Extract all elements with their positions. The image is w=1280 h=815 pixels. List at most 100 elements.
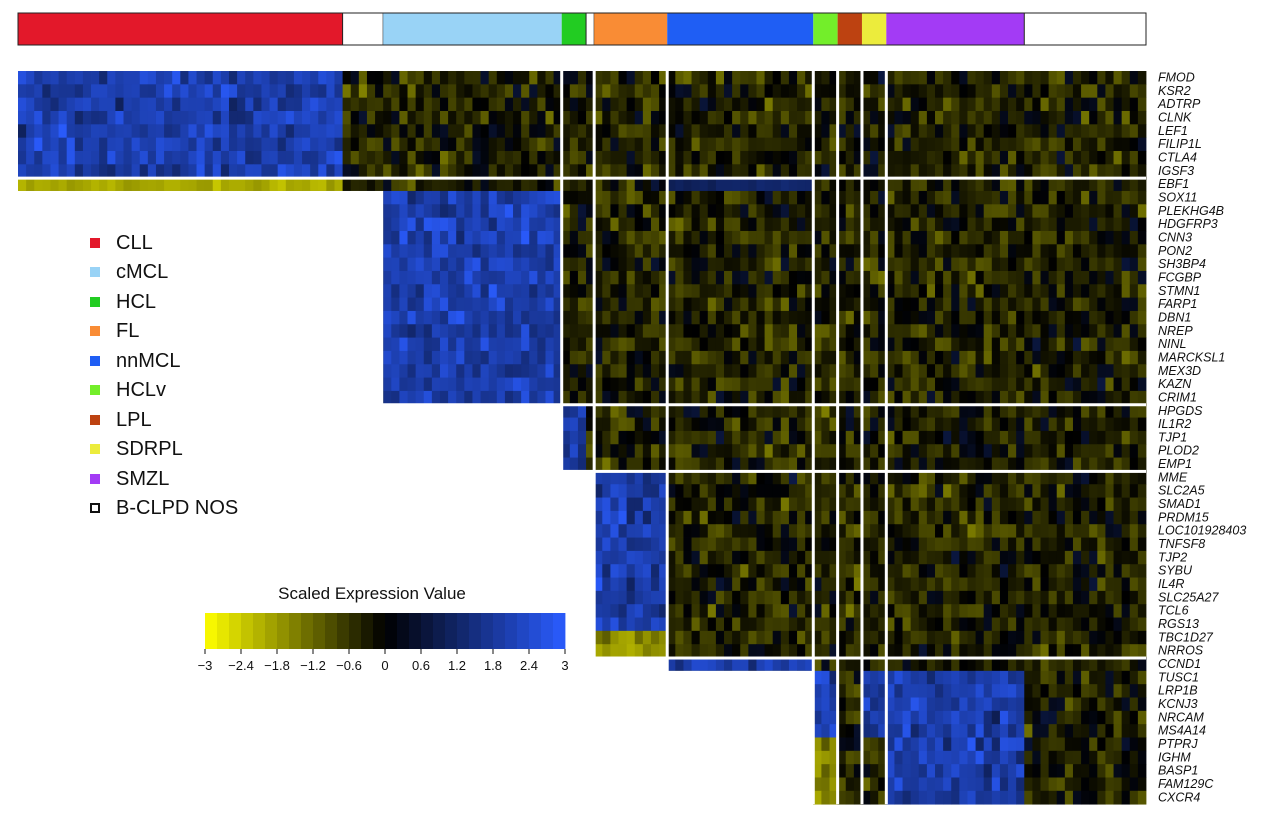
heatmap-cell <box>1081 417 1090 432</box>
heatmap-cell <box>561 244 571 259</box>
heatmap-cell <box>943 164 952 179</box>
heatmap-cell <box>926 164 936 179</box>
heatmap-cell <box>870 204 879 219</box>
heatmap-cell <box>967 84 976 99</box>
heatmap-cell <box>902 230 912 245</box>
heatmap-cell <box>797 71 806 85</box>
heatmap-cell <box>870 190 879 205</box>
heatmap-cell <box>594 110 603 125</box>
heatmap-cell <box>1016 217 1025 232</box>
heatmap-cell <box>172 150 181 165</box>
heatmap-cell <box>764 364 774 378</box>
heatmap-cell <box>577 124 587 139</box>
heatmap-cell <box>853 457 863 472</box>
heatmap-cell <box>496 310 506 325</box>
heatmap-cell <box>780 364 790 378</box>
heatmap-cell <box>853 284 863 299</box>
heatmap-cell <box>626 217 636 232</box>
heatmap-cell <box>164 137 173 152</box>
heatmap-cell <box>764 324 774 338</box>
heatmap-cell <box>1121 284 1131 299</box>
heatmap-cell <box>1056 177 1066 192</box>
heatmap-cell <box>999 404 1009 418</box>
heatmap-cell <box>1064 337 1074 352</box>
heatmap-cell <box>707 177 717 192</box>
heatmap-cell <box>642 430 652 445</box>
heatmap-cell <box>813 377 822 392</box>
heatmap-cell <box>496 137 506 152</box>
heatmap-cell <box>431 324 441 338</box>
heatmap-cell <box>326 137 335 152</box>
heatmap-cell <box>659 337 668 352</box>
heatmap-cell <box>845 244 855 259</box>
heatmap-cell <box>1072 110 1082 125</box>
heatmap-cell <box>253 124 262 139</box>
heatmap-cell <box>707 390 717 405</box>
heatmap-cell <box>1064 457 1074 472</box>
heatmap-cell <box>732 484 741 498</box>
heatmap-cell <box>886 390 895 405</box>
heatmap-cell <box>1137 510 1147 525</box>
heatmap-cell <box>594 177 603 192</box>
heatmap-cell <box>837 524 847 538</box>
heatmap-cell <box>220 124 230 139</box>
heatmap-cell <box>480 177 490 192</box>
heatmap-cell <box>1048 164 1058 179</box>
heatmap-cell <box>935 324 944 338</box>
heatmap-cell <box>870 390 879 405</box>
heatmap-cell <box>504 310 514 325</box>
heatmap-cell <box>139 177 149 192</box>
heatmap-cell <box>1072 297 1082 312</box>
heatmap-cell <box>204 137 214 152</box>
heatmap-cell <box>659 71 668 85</box>
heatmap-cell <box>878 164 887 179</box>
heatmap-cell <box>788 417 798 432</box>
heatmap-cell <box>788 164 798 179</box>
heatmap-cell <box>513 257 522 272</box>
heatmap-cell <box>894 110 903 125</box>
heatmap-cell <box>626 524 636 538</box>
heatmap-cell <box>910 404 920 418</box>
heatmap-cell <box>1129 350 1139 365</box>
heatmap-cell <box>780 124 790 139</box>
heatmap-cell <box>918 244 928 259</box>
heatmap-cell <box>537 297 546 312</box>
heatmap-cell <box>845 484 855 498</box>
heatmap-cell <box>959 430 968 445</box>
heatmap-cell <box>553 284 563 299</box>
heatmap-cell <box>756 430 765 445</box>
heatmap-cell <box>764 390 774 405</box>
heatmap-cell <box>1072 484 1082 498</box>
heatmap-cell <box>285 137 295 152</box>
heatmap-cell <box>1113 270 1123 285</box>
heatmap-cell <box>456 324 465 338</box>
heatmap-cell <box>1056 164 1066 179</box>
heatmap-cell <box>829 110 839 125</box>
heatmap-cell <box>683 524 692 538</box>
heatmap-cell <box>845 444 855 458</box>
heatmap-cell <box>1105 377 1114 392</box>
heatmap-cell <box>407 124 417 139</box>
heatmap-cell <box>772 430 782 445</box>
heatmap-cell <box>845 310 855 325</box>
heatmap-cell <box>569 270 579 285</box>
heatmap-cell <box>407 337 417 352</box>
heatmap-cell <box>261 71 270 85</box>
heatmap-cell <box>1064 71 1074 85</box>
heatmap-cell <box>383 150 392 165</box>
heatmap-cell <box>894 484 903 498</box>
heatmap-cell <box>853 257 863 272</box>
heatmap-cell <box>423 110 433 125</box>
heatmap-cell <box>805 84 814 99</box>
heatmap-cell <box>131 124 141 139</box>
heatmap-cell <box>991 97 1001 112</box>
heatmap-cell <box>610 297 619 312</box>
heatmap-cell <box>659 310 668 325</box>
heatmap-cell <box>910 84 920 99</box>
heatmap-cell <box>1105 484 1114 498</box>
heatmap-cell <box>667 497 676 512</box>
heatmap-cell <box>1032 137 1041 152</box>
heatmap-cell <box>1072 337 1082 352</box>
heatmap-cell <box>837 110 847 125</box>
heatmap-cell <box>756 177 765 192</box>
